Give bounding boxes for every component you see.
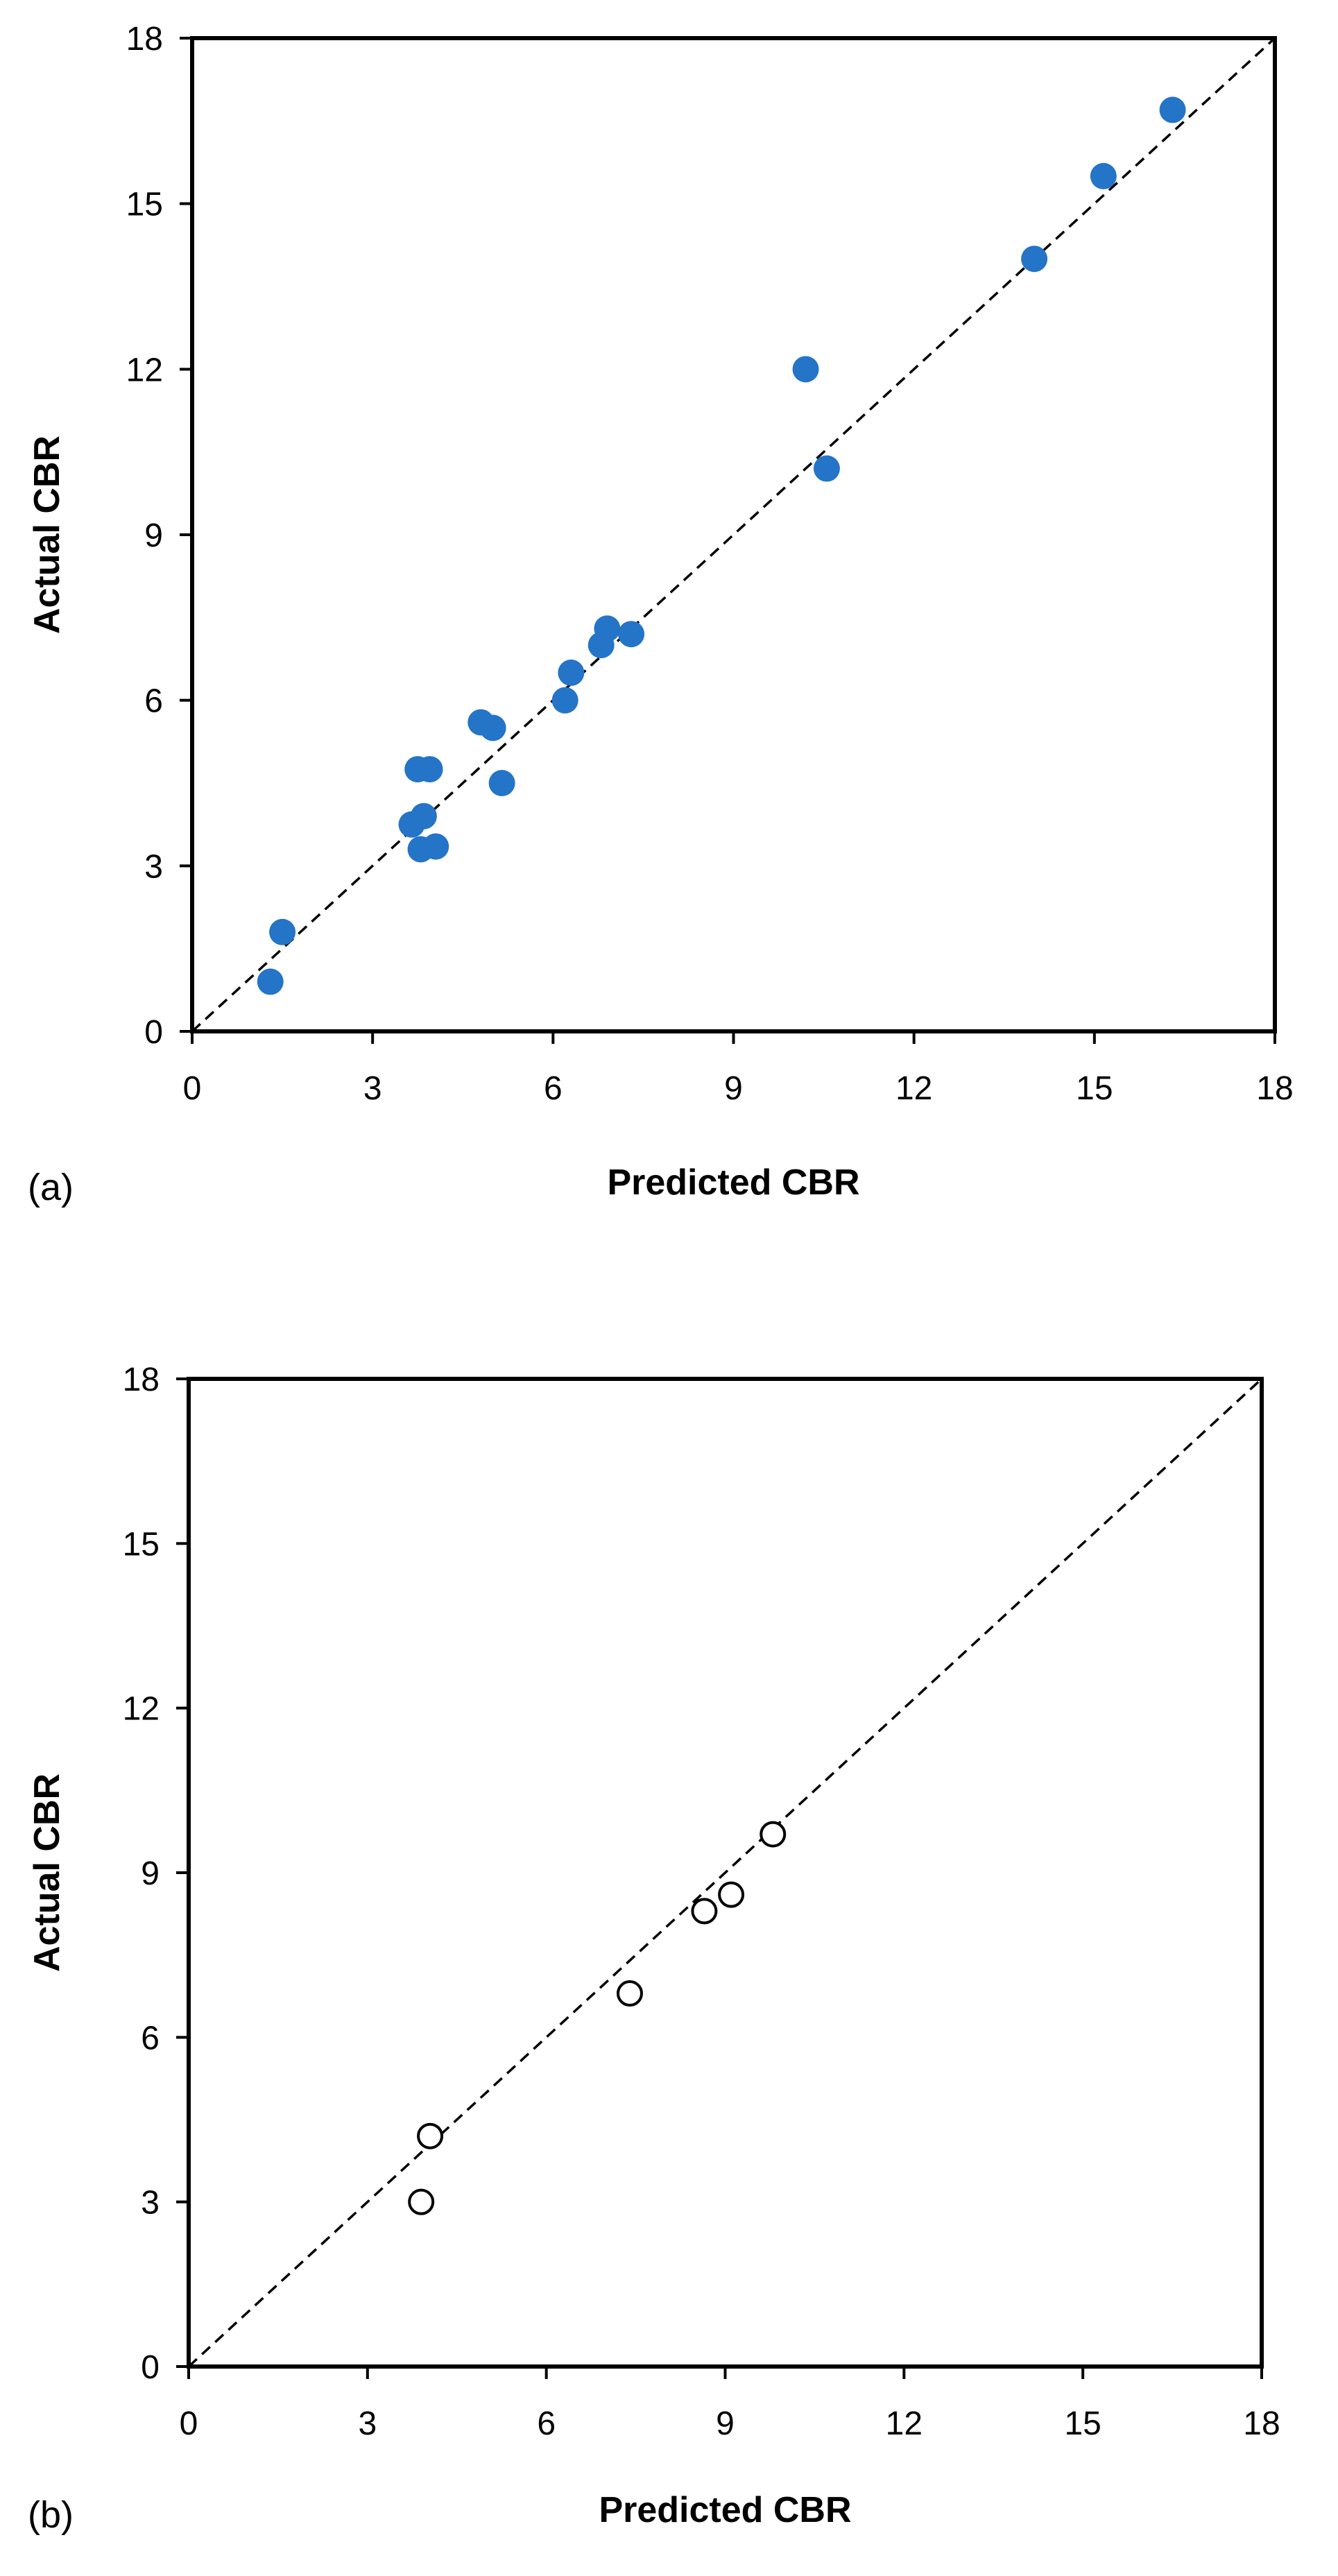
x-tick-label: 18 [1256,1070,1293,1107]
x-tick-label: 15 [1076,1070,1113,1107]
y-tick-label: 0 [144,1014,163,1051]
data-point [479,714,506,741]
data-point [616,1980,643,2007]
chart-panel-a: 0 3 6 9 12 15 18 0 3 6 9 12 15 18 Predicted CBR Actual … [27,21,1294,1208]
data-point [408,2188,435,2215]
y-tick-label: 15 [123,1526,160,1563]
y-tick-label: 12 [123,1691,160,1728]
x-tick-label: 12 [895,1070,932,1107]
x-tick-label: 9 [716,2405,735,2442]
data-point [551,687,578,714]
x-tick-label: 15 [1064,2405,1101,2442]
y-tick-label: 18 [123,1362,160,1398]
data-point [760,1821,787,1848]
chart-panel-b: 0 3 6 9 12 15 18 0 3 6 9 12 15 18 Predicted CBR Actual … [27,1362,1280,2536]
x-tick-label: 12 [886,2405,923,2442]
x-axis-title: Predicted CBR [599,2490,851,2530]
data-point [691,1898,718,1925]
data-point [558,659,585,686]
y-axis-title: Actual CBR [27,1774,67,1972]
x-tick-label: 18 [1243,2405,1280,2442]
y-tick-label: 6 [141,2020,160,2056]
reference-line [191,37,1276,1033]
reference-line [187,1377,1263,2368]
y-tick-label: 0 [141,2349,160,2386]
x-tick-label: 0 [183,1070,202,1107]
y-tick-label: 3 [144,848,163,885]
data-point [417,2122,444,2149]
y-tick-label: 9 [144,517,163,554]
data-point [410,802,437,830]
data-point [813,455,840,482]
data-point [792,356,819,383]
data-point [718,1881,745,1908]
x-tick-label: 9 [724,1070,743,1107]
data-point [1090,162,1117,189]
data-point [488,770,515,796]
x-axis-title: Predicted CBR [607,1162,859,1203]
x-tick-label: 3 [363,1070,382,1107]
data-point [269,918,296,945]
y-tick-label: 15 [126,187,163,223]
y-tick-label: 18 [126,21,163,58]
x-tick-label: 0 [180,2405,198,2442]
data-point [594,615,621,642]
data-point [422,833,449,860]
y-tick-label: 3 [141,2185,160,2222]
y-tick-label: 12 [126,352,163,388]
panel-label: (a) [28,1167,74,1208]
y-tick-label: 6 [144,683,163,720]
data-point [1159,96,1186,123]
data-point [416,756,443,783]
x-tick-label: 6 [544,1070,563,1107]
x-tick-label: 6 [537,2405,556,2442]
data-point [257,968,284,995]
panel-label: (b) [28,2494,74,2536]
data-point [1021,246,1048,273]
x-tick-label: 3 [358,2405,377,2442]
data-point [618,621,645,648]
y-tick-label: 9 [141,1855,160,1892]
y-axis-title: Actual CBR [27,436,67,634]
